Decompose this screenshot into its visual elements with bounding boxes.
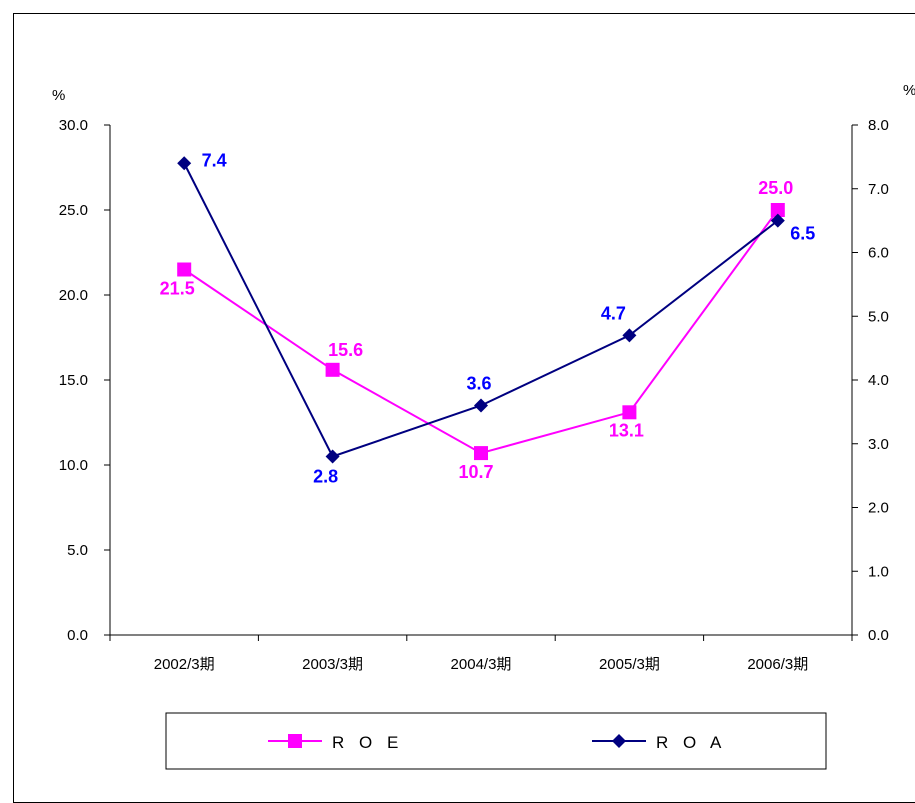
left-axis-unit: % <box>52 87 65 104</box>
series-line-roe <box>183 209 779 455</box>
data-label: 3.6 <box>466 374 491 394</box>
legend-roa-marker <box>612 734 626 748</box>
roe-marker <box>622 405 637 420</box>
data-label: 6.5 <box>790 224 815 244</box>
legend-roe-marker <box>288 734 302 748</box>
x-tick-label: 2005/3期 <box>599 656 660 673</box>
left-tick-label: 5.0 <box>67 542 88 559</box>
roa-marker <box>770 213 785 228</box>
left-tick-label: 20.0 <box>59 287 88 304</box>
data-label: 2.8 <box>313 467 338 487</box>
legend-box <box>165 712 827 770</box>
data-labels: 21.5 15.6 10.7 13.1 25.0 7.4 2.8 3.6 4.7 6.5 <box>160 150 816 486</box>
data-label: 7.4 <box>202 150 227 170</box>
roe-marker <box>474 446 488 461</box>
data-label: 15.6 <box>328 340 363 360</box>
roa-marker <box>474 398 488 413</box>
data-label: 13.1 <box>609 420 644 440</box>
roa-marker <box>325 449 340 464</box>
roa-marker <box>622 328 637 343</box>
right-tick-label: 6.0 <box>868 245 889 262</box>
legend-label: R O A <box>656 733 726 752</box>
left-tick-label: 10.0 <box>59 457 88 474</box>
roe-marker <box>325 362 340 377</box>
left-tick-label: 25.0 <box>59 202 88 219</box>
right-tick-label: 7.0 <box>868 181 889 198</box>
roe-marker <box>177 262 192 277</box>
axes: 0.0 5.0 10.0 15.0 20.0 25.0 30.0% 0.0 1.0 2.0 3.0 4… <box>52 82 915 673</box>
right-axis-unit: % <box>903 82 915 99</box>
right-tick-label: 5.0 <box>868 308 889 325</box>
right-tick-label: 3.0 <box>868 436 889 453</box>
roa-marker <box>177 156 192 171</box>
right-tick-label: 1.0 <box>868 563 889 580</box>
right-tick-label: 0.0 <box>868 627 889 644</box>
legend-label: R O E <box>332 733 403 752</box>
data-label: 21.5 <box>160 279 195 299</box>
x-tick-label: 2003/3期 <box>302 656 363 673</box>
left-tick-label: 30.0 <box>59 117 88 134</box>
x-tick-label: 2002/3期 <box>154 656 215 673</box>
data-label: 25.0 <box>758 178 793 198</box>
right-tick-label: 4.0 <box>868 372 889 389</box>
roe-marker <box>770 203 785 217</box>
right-tick-label: 2.0 <box>868 500 889 517</box>
left-tick-label: 0.0 <box>67 627 88 644</box>
series-layer <box>177 156 785 464</box>
x-tick-label: 2006/3期 <box>747 656 808 673</box>
series-line-roa <box>183 162 779 458</box>
data-label: 10.7 <box>458 462 493 482</box>
x-tick-label: 2004/3期 <box>451 656 512 673</box>
left-tick-label: 15.0 <box>59 372 88 389</box>
data-label: 4.7 <box>601 303 626 323</box>
right-tick-label: 8.0 <box>868 117 889 134</box>
